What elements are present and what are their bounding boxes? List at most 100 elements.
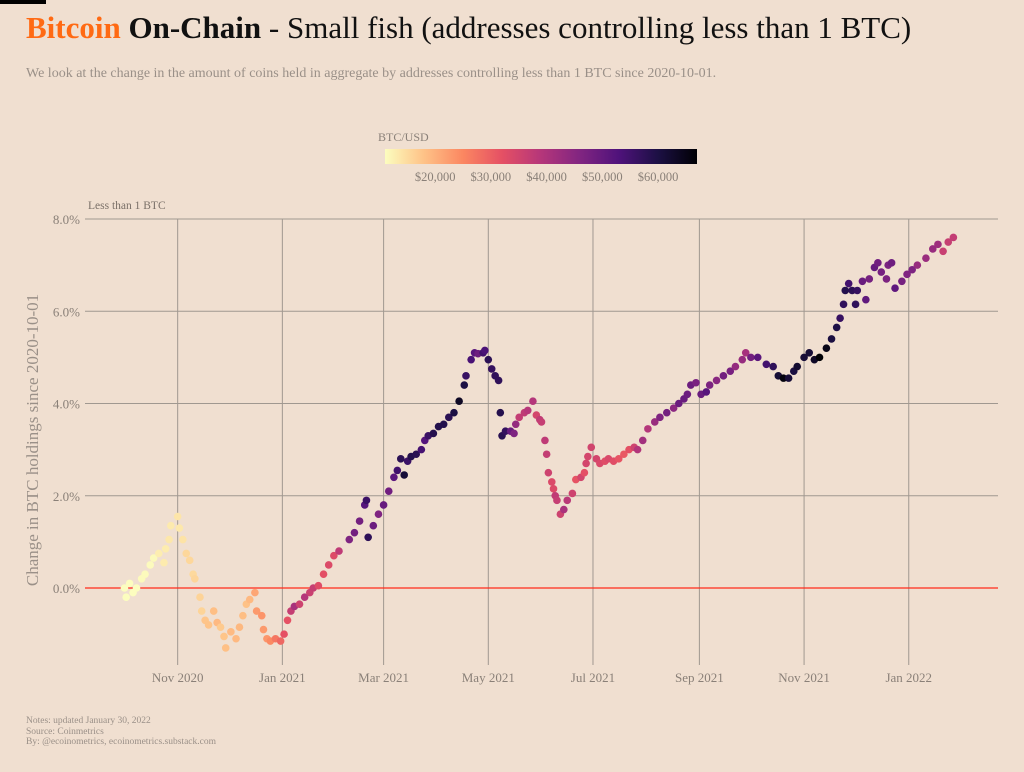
data-point <box>283 616 292 625</box>
data-point <box>300 593 309 602</box>
data-point <box>851 300 860 309</box>
colorbar-tick-label: $50,000 <box>581 170 623 184</box>
data-point <box>319 570 328 578</box>
data-point <box>384 487 393 495</box>
data-point <box>369 521 378 530</box>
title-bold: On-Chain <box>128 10 262 45</box>
data-point <box>827 335 836 343</box>
data-point <box>379 501 388 509</box>
data-point <box>362 496 371 505</box>
data-point <box>467 355 475 364</box>
data-point <box>738 355 747 364</box>
data-point <box>510 429 518 438</box>
data-point <box>364 533 372 542</box>
data-point <box>939 247 947 256</box>
data-point <box>496 408 505 417</box>
data-point <box>487 365 496 373</box>
data-point <box>862 295 870 304</box>
data-point <box>769 362 777 371</box>
data-point <box>515 413 523 422</box>
data-point <box>523 406 532 415</box>
data-point <box>903 270 911 279</box>
data-point <box>445 413 453 422</box>
data-point <box>239 611 247 620</box>
y-tick-label: 4.0% <box>53 397 80 412</box>
data-point <box>650 418 659 426</box>
data-point <box>853 286 862 295</box>
data-point <box>154 549 163 558</box>
chart-subtitle: We look at the change in the amount of c… <box>26 66 717 81</box>
data-point <box>547 478 556 486</box>
data-point <box>400 471 409 479</box>
notes-by: By: @ecoinometrics, ecoinometrics.substa… <box>26 737 216 747</box>
notes-source: Source: Coinmetrics <box>26 726 104 737</box>
data-point <box>185 556 194 565</box>
notes-updated: Notes: updated January 30, 2022 <box>26 716 151 726</box>
colorbar-tick-label: $60,000 <box>637 170 679 184</box>
data-point <box>161 544 170 553</box>
y-tick-label: 2.0% <box>53 489 80 504</box>
data-point <box>656 413 664 422</box>
data-point <box>259 625 268 634</box>
data-point <box>949 233 958 242</box>
title-brand: Bitcoin <box>26 10 121 45</box>
data-point <box>417 445 426 454</box>
data-point <box>220 632 228 641</box>
y-tick-label: 6.0% <box>53 304 80 319</box>
data-point <box>582 459 590 468</box>
data-point <box>934 240 942 249</box>
data-point <box>542 450 551 459</box>
data-point <box>692 378 700 387</box>
data-point <box>839 300 848 309</box>
colorbar <box>385 149 697 164</box>
data-point <box>122 593 130 602</box>
data-point <box>335 547 343 555</box>
data-point <box>204 621 213 629</box>
data-point <box>614 455 623 463</box>
data-point <box>295 600 304 608</box>
data-point <box>712 376 721 385</box>
data-point <box>324 561 333 569</box>
data-point <box>221 644 230 652</box>
data-point <box>141 570 149 578</box>
data-point <box>439 420 448 429</box>
data-point <box>633 445 642 454</box>
data-point <box>683 390 692 399</box>
y-tick-label: 0.0% <box>53 581 80 596</box>
data-point <box>149 554 158 562</box>
data-point <box>330 551 338 560</box>
data-point <box>390 473 398 482</box>
data-point <box>822 344 831 352</box>
data-point <box>800 353 808 362</box>
data-point <box>252 607 261 615</box>
data-point <box>462 372 470 380</box>
data-point <box>245 595 254 604</box>
data-point <box>928 245 937 253</box>
data-point <box>815 353 824 362</box>
data-point <box>587 443 596 452</box>
data-point <box>747 353 755 362</box>
data-point <box>877 268 886 276</box>
data-point <box>280 630 288 638</box>
x-tick-label: Jan 2021 <box>259 670 306 685</box>
data-point <box>762 360 771 369</box>
colorbar-tick-label: $20,000 <box>414 170 456 184</box>
data-point <box>882 275 891 283</box>
data-point <box>719 372 728 380</box>
data-point <box>841 286 850 295</box>
data-point <box>702 388 711 396</box>
data-point <box>393 466 402 475</box>
data-point <box>396 455 405 463</box>
data-point <box>563 496 572 505</box>
facet-label: Less than 1 BTC <box>88 200 166 212</box>
x-tick-label: Nov 2021 <box>778 670 830 685</box>
y-tick-label: 8.0% <box>53 212 80 227</box>
data-point <box>891 284 899 292</box>
data-point <box>235 623 244 632</box>
colorbar-tick-label: $30,000 <box>470 170 512 184</box>
data-point <box>844 279 853 288</box>
data-point <box>549 485 558 493</box>
top-accent-bar <box>0 0 46 4</box>
data-point <box>450 408 458 417</box>
data-point <box>674 399 683 408</box>
